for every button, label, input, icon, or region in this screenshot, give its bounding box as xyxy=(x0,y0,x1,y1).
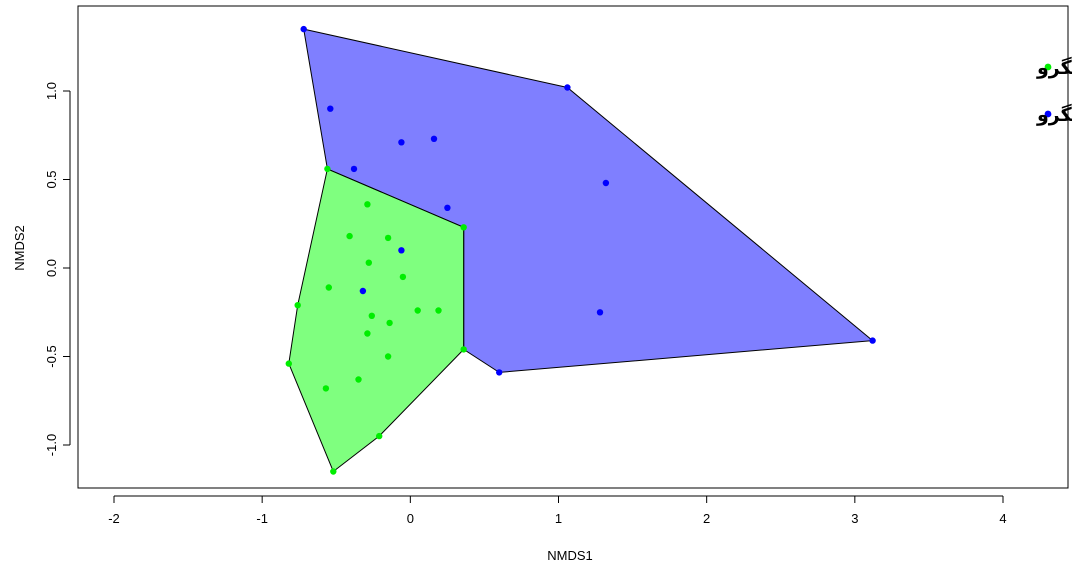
point-series-0-12 xyxy=(496,369,503,376)
point-series-1-2 xyxy=(346,232,353,240)
point-series-0-2 xyxy=(327,105,334,112)
legend-label-1: زیستگاه جزرومدی بدون مانگرو xyxy=(1036,103,1072,126)
point-layer xyxy=(285,25,876,475)
hull-series-1 xyxy=(288,168,465,473)
y-tick-label-3: 0.5 xyxy=(44,170,59,188)
point-series-1-17 xyxy=(355,376,362,383)
point-series-1-1 xyxy=(364,201,371,208)
y-tick-label-2: 0.0 xyxy=(44,259,59,277)
x-tick-label-4: 2 xyxy=(703,511,710,526)
plot-frame xyxy=(77,5,1069,489)
legend-label-0: زیستگاه جزرومدی با مانگرو xyxy=(1036,56,1072,79)
point-series-1-20 xyxy=(330,468,337,475)
point-series-0-0 xyxy=(300,25,307,33)
point-series-1-15 xyxy=(384,353,392,360)
point-series-0-1 xyxy=(564,84,571,91)
x-tick-label-1: -1 xyxy=(256,511,268,526)
x-axis-title: NMDS1 xyxy=(547,548,593,563)
point-series-0-5 xyxy=(350,165,358,173)
point-series-0-9 xyxy=(359,287,367,295)
x-tick-label-5: 3 xyxy=(851,511,858,526)
point-series-1-3 xyxy=(384,234,392,242)
point-series-0-11 xyxy=(869,337,876,344)
point-series-1-10 xyxy=(435,307,442,314)
point-series-1-16 xyxy=(285,360,292,367)
point-series-0-10 xyxy=(596,309,604,316)
legend-marker-1 xyxy=(1044,110,1052,118)
x-tick-label-3: 1 xyxy=(555,511,562,526)
legend: زیستگاه جزرومدی با مانگرو زیستگاه جزرومدی… xyxy=(1036,56,1072,126)
point-series-1-12 xyxy=(386,319,393,327)
point-series-1-13 xyxy=(364,330,371,337)
point-series-0-3 xyxy=(398,139,405,146)
point-series-1-0 xyxy=(324,165,331,173)
point-series-1-11 xyxy=(368,312,375,319)
hull-layer xyxy=(288,28,874,473)
point-series-0-8 xyxy=(398,247,405,254)
x-tick-label-0: -2 xyxy=(108,511,120,526)
axis-layer: -2 -1 0 1 2 3 4 -1.0 -0.5 0.0 0.5 1.0 xyxy=(44,82,1007,526)
y-axis-title: NMDS2 xyxy=(12,225,27,271)
point-series-1-7 xyxy=(325,284,332,291)
point-series-1-9 xyxy=(414,307,421,314)
x-tick-label-6: 4 xyxy=(999,511,1006,526)
point-series-1-4 xyxy=(460,224,467,231)
x-tick-label-2: 0 xyxy=(407,511,414,526)
point-series-1-5 xyxy=(365,259,372,266)
y-tick-label-0: -1.0 xyxy=(44,434,59,456)
point-series-0-7 xyxy=(444,204,451,211)
y-tick-label-1: -0.5 xyxy=(44,345,59,367)
point-series-1-6 xyxy=(399,273,407,281)
point-series-0-6 xyxy=(602,179,610,187)
y-tick-label-4: 1.0 xyxy=(44,82,59,100)
legend-marker-0 xyxy=(1044,63,1052,71)
point-series-1-14 xyxy=(460,346,467,353)
point-series-0-4 xyxy=(430,135,438,142)
point-series-1-8 xyxy=(294,302,301,309)
point-series-1-18 xyxy=(322,385,330,392)
point-series-1-19 xyxy=(376,432,383,440)
